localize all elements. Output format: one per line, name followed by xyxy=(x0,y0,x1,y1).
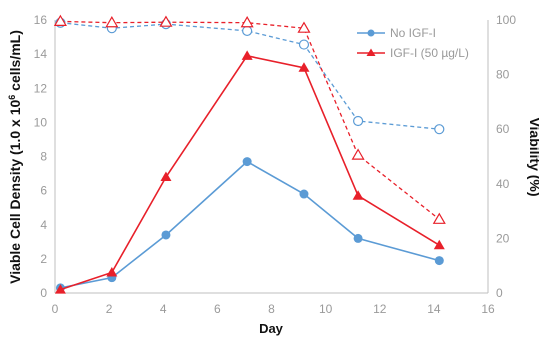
y2-tick-label: 40 xyxy=(496,177,510,191)
data-point xyxy=(53,14,67,26)
series-3 xyxy=(53,14,446,224)
x-tick-label: 2 xyxy=(106,302,113,316)
data-point xyxy=(434,256,444,266)
y2-tick-label: 100 xyxy=(496,13,516,27)
series-2 xyxy=(55,17,445,135)
axes xyxy=(54,20,489,294)
data-point xyxy=(298,39,310,50)
y2-tick-label: 60 xyxy=(496,122,510,136)
y-tick-labels: 0 2 4 6 8 10 12 14 16 xyxy=(34,13,48,300)
data-point xyxy=(241,50,253,60)
y-axis-title-suffix: cells/mL) xyxy=(7,30,23,95)
y2-tick-label: 80 xyxy=(496,68,510,82)
legend-label-no-igf: No IGF-I xyxy=(390,26,436,40)
y-tick-label: 6 xyxy=(40,184,47,198)
y-axis-title-main: Viable Cell Density (1.0 x 10 xyxy=(7,100,23,284)
y-tick-label: 14 xyxy=(34,47,48,61)
data-point xyxy=(353,115,364,127)
y-tick-label: 4 xyxy=(40,218,47,232)
data-point xyxy=(351,148,365,160)
data-point xyxy=(54,284,66,294)
series-line xyxy=(60,54,440,291)
data-point xyxy=(240,16,254,28)
y-tick-label: 8 xyxy=(40,150,47,164)
y2-tick-labels: 0 20 40 60 80 100 xyxy=(496,13,516,300)
data-point xyxy=(352,190,364,200)
x-tick-label: 14 xyxy=(427,302,441,316)
x-tick-label: 10 xyxy=(319,302,333,316)
data-point xyxy=(432,212,446,224)
data-point xyxy=(298,62,310,72)
x-tick-label: 12 xyxy=(373,302,387,316)
data-point xyxy=(433,239,445,250)
data-point xyxy=(160,171,172,181)
legend-item-igf: IGF-I (50 µg/L) xyxy=(357,46,469,60)
series-line xyxy=(60,20,440,220)
data-point xyxy=(297,21,311,33)
data-point xyxy=(161,230,171,240)
y-tick-label: 2 xyxy=(40,252,47,266)
series-layer xyxy=(53,14,446,294)
series-line xyxy=(60,22,440,130)
data-point xyxy=(106,267,118,277)
data-point xyxy=(299,189,309,199)
data-point xyxy=(105,16,119,28)
x-tick-labels: 0 2 4 6 8 10 12 14 16 xyxy=(52,302,495,316)
x-tick-label: 8 xyxy=(268,302,275,316)
legend: No IGF-I IGF-I (50 µg/L) xyxy=(357,26,469,60)
x-tick-label: 16 xyxy=(481,302,495,316)
legend-marker-igf xyxy=(366,48,376,56)
data-point xyxy=(242,25,253,37)
x-tick-label: 6 xyxy=(214,302,221,316)
y2-axis-title: Viability (%) xyxy=(527,117,539,196)
legend-marker-no-igf xyxy=(367,29,375,37)
x-tick-label: 0 xyxy=(52,302,59,316)
y-tick-label: 0 xyxy=(40,286,47,300)
y2-tick-label: 0 xyxy=(496,286,503,300)
series-line xyxy=(60,160,440,289)
y-tick-label: 16 xyxy=(34,13,48,27)
legend-item-no-igf: No IGF-I xyxy=(357,26,436,40)
y-tick-label: 12 xyxy=(34,81,48,95)
y2-tick-label: 20 xyxy=(496,231,510,245)
data-point xyxy=(159,15,173,27)
legend-label-igf: IGF-I (50 µg/L) xyxy=(390,46,469,60)
x-tick-label: 4 xyxy=(160,302,167,316)
y-axis-title: Viable Cell Density (1.0 x 106 cells/mL) xyxy=(7,30,23,284)
data-point xyxy=(242,157,252,167)
data-point xyxy=(434,124,445,135)
data-point xyxy=(353,233,363,243)
x-axis-title: Day xyxy=(259,321,284,336)
series-1 xyxy=(54,50,445,294)
y-axis-title-sup: 6 xyxy=(7,95,17,100)
y-tick-label: 10 xyxy=(34,115,48,129)
